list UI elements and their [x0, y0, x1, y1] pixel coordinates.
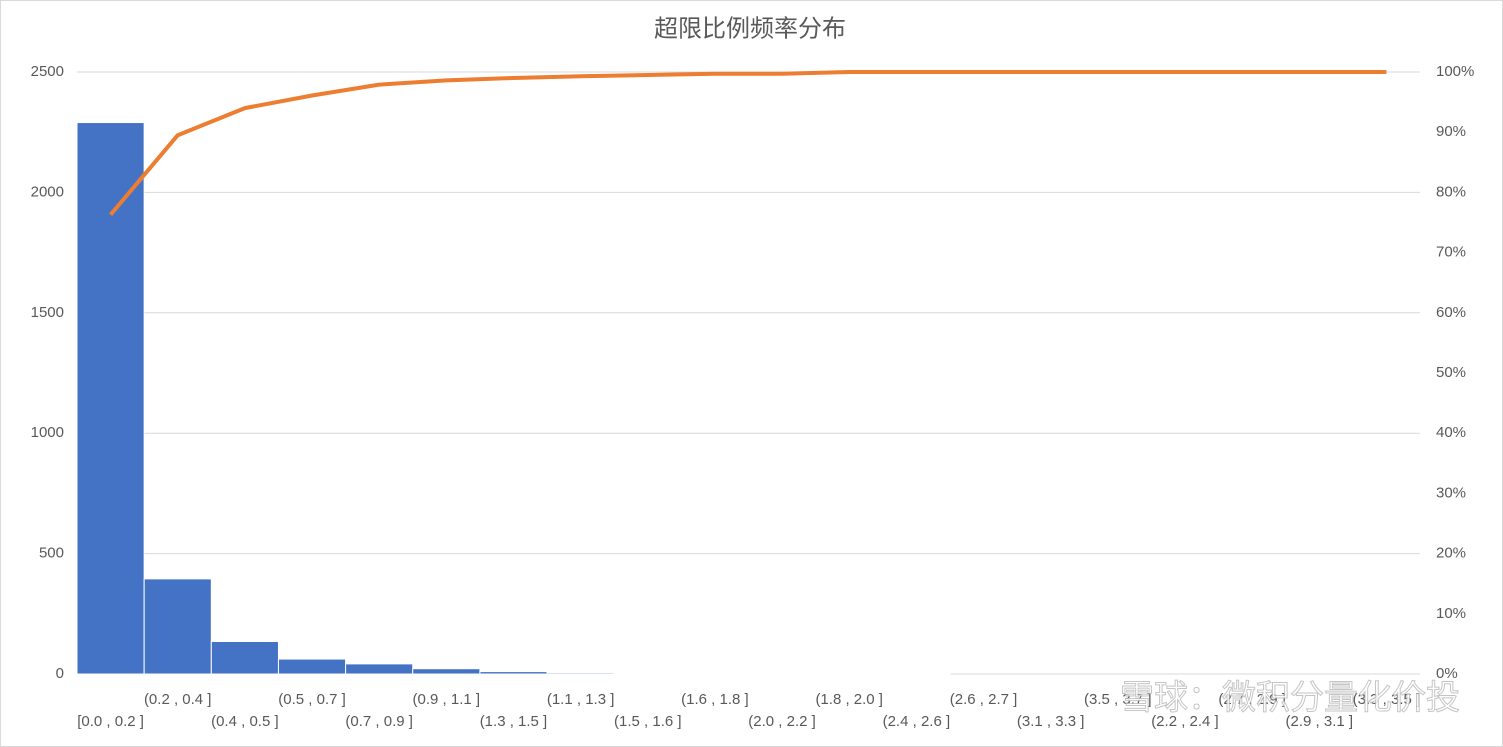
y2-tick-label: 50% [1436, 364, 1466, 381]
x-tick-label: (3.5 , 3.7 ] [1084, 691, 1152, 708]
bar [277, 658, 347, 675]
x-tick-label: (2.7 , 2.9 ] [1218, 691, 1286, 708]
y2-tick-label: 20% [1436, 545, 1466, 562]
y2-tick-label: 80% [1436, 183, 1466, 200]
bar [210, 640, 279, 675]
bar [76, 122, 145, 675]
y2-tick-label: 10% [1436, 605, 1466, 622]
x-tick-label: (3.3 , 3.5 ] [1353, 691, 1421, 708]
x-tick-label: (2.4 , 2.6 ] [883, 713, 951, 730]
y-tick-label: 1000 [31, 424, 64, 441]
y2-tick-label: 40% [1436, 424, 1466, 441]
y2-tick-label: 100% [1436, 63, 1474, 80]
bar [412, 668, 481, 675]
x-tick-label: (2.9 , 3.1 ] [1286, 713, 1354, 730]
bar [345, 663, 414, 675]
watermark: 雪球：微积分量化价投 [1120, 679, 1460, 717]
x-tick-label: (1.6 , 1.8 ] [681, 691, 749, 708]
x-tick-label: (2.0 , 2.2 ] [748, 713, 816, 730]
x-tick-label: (0.4 , 0.5 ] [211, 713, 279, 730]
x-tick-label: (1.1 , 1.3 ] [547, 691, 615, 708]
bar [479, 671, 548, 675]
x-tick-label: (0.7 , 0.9 ] [345, 713, 413, 730]
bar [546, 672, 615, 675]
x-tick-label: [0.0 , 0.2 ] [77, 713, 144, 730]
y-tick-label: 2000 [31, 183, 64, 200]
y-tick-label: 1500 [31, 304, 64, 321]
y-tick-label: 0 [56, 665, 64, 682]
y2-tick-label: 0% [1436, 665, 1458, 682]
x-tick-label: (2.2 , 2.4 ] [1151, 713, 1219, 730]
y2-tick-label: 60% [1436, 304, 1466, 321]
bar [613, 672, 682, 675]
x-tick-label: (1.8 , 2.0 ] [815, 691, 883, 708]
chart-title: 超限比例频率分布 [654, 15, 846, 42]
x-tick-label: (0.9 , 1.1 ] [413, 691, 481, 708]
x-tick-label: (0.5 , 0.7 ] [278, 691, 346, 708]
x-tick-label: (1.5 , 1.6 ] [614, 713, 682, 730]
y2-tick-label: 30% [1436, 484, 1466, 501]
x-tick-label: (2.6 , 2.7 ] [950, 691, 1018, 708]
y-tick-label: 500 [39, 545, 64, 562]
y2-tick-label: 90% [1436, 123, 1466, 140]
x-tick-label: (3.1 , 3.3 ] [1017, 713, 1085, 730]
cumulative-line [109, 70, 1387, 216]
y2-tick-label: 70% [1436, 244, 1466, 261]
x-tick-label: (0.2 , 0.4 ] [144, 691, 212, 708]
y-tick-label: 2500 [31, 63, 64, 80]
x-tick-label: (1.3 , 1.5 ] [480, 713, 548, 730]
bar [143, 578, 212, 675]
